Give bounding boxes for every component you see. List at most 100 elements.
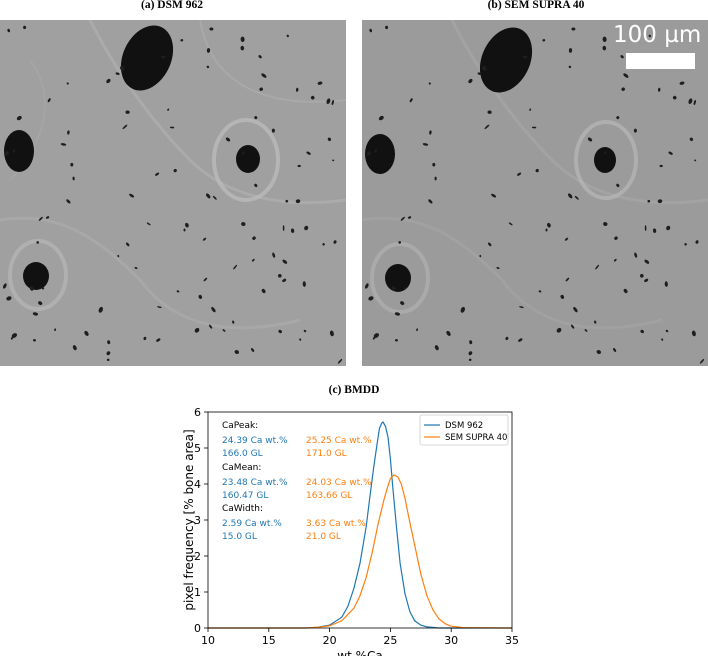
lacuna-dot [12, 149, 16, 153]
x-tick-label: 15 [262, 634, 276, 647]
lacuna-dot [194, 327, 200, 333]
lacuna-dot [584, 329, 588, 332]
lacuna-dot [568, 65, 572, 69]
lacuna-dot [4, 151, 10, 156]
lacuna-dot [115, 72, 120, 75]
annotation-label-cawidth: CaWidth: [222, 504, 263, 514]
lacuna-dot [176, 290, 180, 293]
lacuna-dot [46, 216, 50, 219]
lacuna-dot [303, 329, 307, 333]
lacuna-dot [278, 329, 282, 334]
micrograph-sem-supra-40: 100 µm [362, 20, 708, 366]
lacuna-dot [613, 258, 617, 262]
lacuna-dot [568, 48, 573, 53]
lacuna-dot [603, 221, 608, 227]
lacuna-dot [482, 65, 487, 71]
lacuna-dot [491, 193, 497, 198]
lacuna-dot [208, 324, 213, 329]
lacuna-dot [252, 236, 256, 240]
lacuna-dot [47, 98, 51, 103]
lacuna-dot [29, 286, 34, 291]
lacuna-dot [665, 329, 669, 333]
lacuna-dot [368, 296, 374, 301]
lacuna-dot [652, 228, 657, 233]
lacuna-dot [160, 55, 166, 59]
lacuna-dot [129, 193, 135, 198]
lacuna-dot [517, 172, 522, 176]
lacuna-dot [198, 294, 203, 299]
lacuna-dot [2, 283, 7, 289]
lacuna-dot [254, 183, 258, 188]
lacuna-dot [285, 199, 289, 203]
lacuna-dot [184, 222, 189, 228]
lacuna-dot [84, 330, 89, 336]
lacuna-dot [337, 358, 343, 364]
lacuna-dot [644, 259, 650, 264]
lacuna-dot [72, 176, 75, 181]
lacuna-dot [664, 281, 668, 287]
lacuna-dot [33, 339, 36, 342]
lacuna-dot [378, 115, 384, 121]
lacuna-dot [258, 55, 262, 59]
lacuna-dot [616, 183, 620, 188]
lacuna-dot [408, 216, 412, 219]
panel-c-title: (c) BMDD [328, 384, 380, 396]
lacuna-dot [241, 221, 246, 227]
lacuna-dot [468, 351, 473, 356]
lacuna-dot [206, 65, 210, 69]
lacuna-dot [173, 168, 177, 173]
lacuna-dot [468, 78, 473, 84]
lacuna-dot [505, 336, 509, 341]
lacuna-dot [157, 306, 162, 309]
lacuna-dot [70, 162, 74, 167]
lacuna-dot [613, 348, 617, 352]
lacuna-dot [668, 151, 673, 155]
lacuna-dot [304, 225, 309, 231]
y-tick-label: 0 [194, 622, 201, 635]
lacuna-dot [106, 351, 111, 356]
y-tick-label: 2 [194, 550, 201, 563]
lacuna-dot [496, 267, 500, 269]
lacuna-dot [169, 126, 175, 129]
lacuna-dot [647, 199, 651, 203]
lacuna-dot [143, 336, 147, 341]
lacuna-dot [134, 267, 138, 269]
lacuna-dot [484, 124, 490, 130]
scale-bar [626, 53, 695, 69]
legend-label-1: SEM SUPRA 40 [445, 433, 507, 443]
lacuna-dot [72, 345, 77, 351]
lacuna-dot [146, 222, 151, 226]
lacuna-dot [203, 277, 208, 282]
lacuna-dot [54, 328, 57, 332]
lacuna-dot [621, 87, 625, 91]
lacuna-dot [41, 287, 45, 290]
lacuna-dot [6, 296, 12, 301]
lacuna-dot [422, 143, 429, 146]
lacuna-dot [614, 236, 618, 240]
lacuna-dot [699, 358, 705, 364]
lacuna-dot [234, 350, 240, 354]
lacuna-dot [477, 72, 482, 75]
lacuna-dot [479, 254, 482, 258]
lacuna-dot [395, 339, 398, 342]
lacuna-dot [434, 345, 439, 351]
lacuna-dot [594, 320, 597, 324]
lacuna-dot [373, 333, 380, 338]
lacuna-dot [688, 98, 693, 104]
lacuna-dot [428, 199, 433, 204]
lacuna-dot [306, 151, 311, 155]
lacuna-dot [332, 159, 335, 162]
lacuna-dot [508, 222, 513, 226]
lacuna-dot [694, 159, 697, 162]
lacuna-dot [67, 130, 70, 135]
micrograph-sem-supra-40-image [362, 20, 708, 366]
lacuna-dot [488, 242, 492, 247]
lacuna-dot [329, 330, 334, 337]
lacuna-dot [117, 254, 120, 258]
lacuna-dot [372, 336, 376, 340]
lacuna-dot [689, 137, 694, 142]
lacuna-dot [156, 338, 161, 342]
lacuna-dot [460, 306, 466, 313]
lacuna-dot [695, 240, 699, 244]
lacuna-dot [254, 116, 258, 120]
